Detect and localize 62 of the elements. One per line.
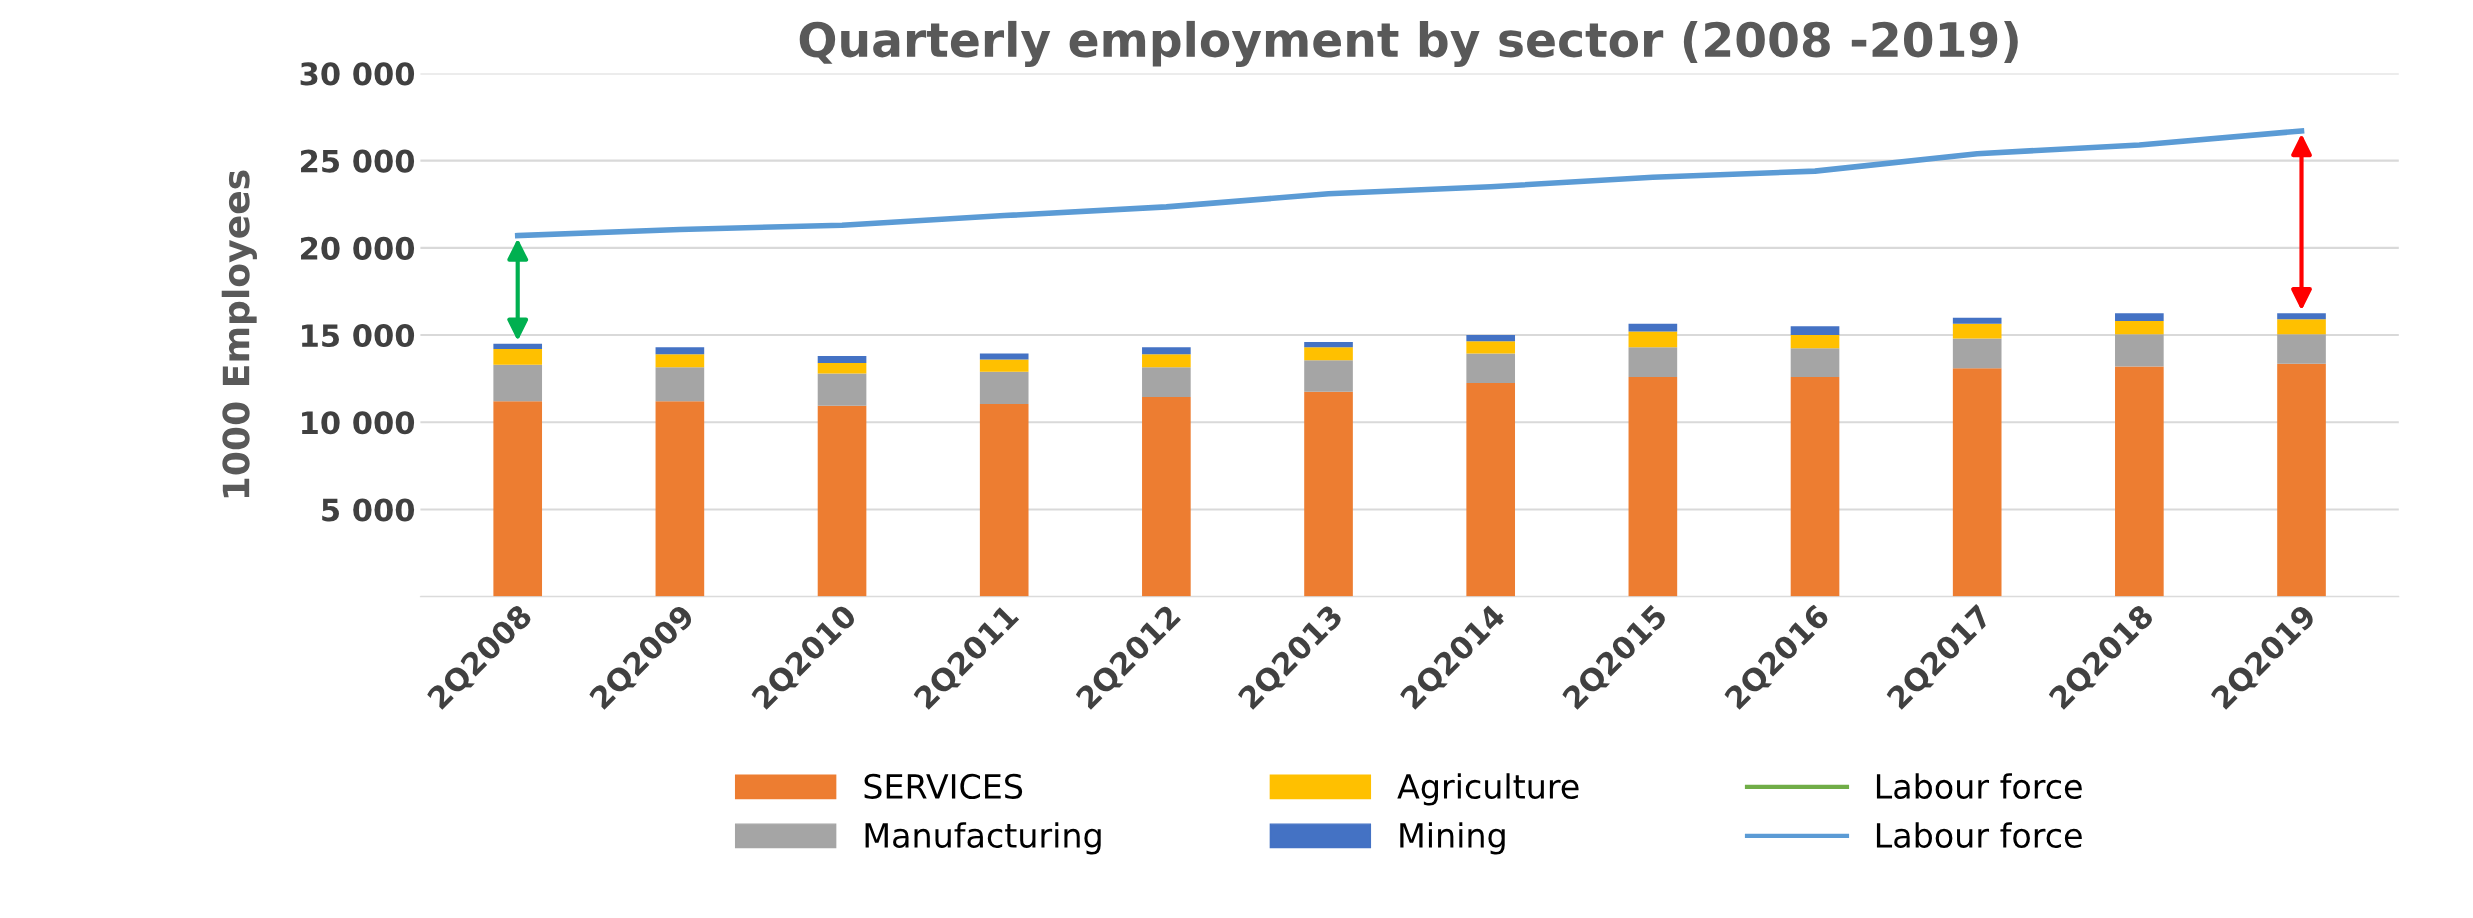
bar	[1628, 347, 1678, 377]
bar	[1790, 326, 1840, 336]
legend-label: Agriculture	[1397, 773, 1579, 806]
bar	[1142, 347, 1191, 355]
y-tick-label: 15 000	[302, 324, 415, 348]
y-tick-label: 20 000	[301, 236, 415, 260]
chart-title: Quarterly employment by sector (2008 -2019)	[799, 20, 2018, 67]
bar	[979, 371, 1029, 404]
bar	[817, 356, 867, 363]
bar	[2277, 334, 2326, 364]
y-axis-title: 1000 Employees	[221, 170, 257, 498]
bar	[493, 349, 543, 365]
bar	[817, 373, 867, 406]
bar	[493, 343, 543, 350]
bar	[1952, 338, 2002, 369]
bar	[655, 354, 705, 368]
bar	[1628, 331, 1678, 348]
bar	[1628, 323, 1678, 332]
bar	[1142, 367, 1191, 397]
bar	[1466, 383, 1516, 597]
bar	[1142, 396, 1191, 597]
bar	[1952, 368, 2002, 597]
bar	[1628, 376, 1678, 597]
bar	[1790, 348, 1840, 377]
bar	[2277, 319, 2326, 335]
bar	[655, 367, 705, 402]
bar	[1952, 323, 2002, 339]
bar	[2115, 321, 2164, 335]
bar	[1790, 335, 1840, 349]
legend-label: Labour force	[1876, 822, 2082, 848]
bar	[1304, 360, 1353, 392]
bar	[817, 405, 867, 597]
bar	[2115, 313, 2164, 322]
bar	[1304, 347, 1353, 361]
bar	[817, 362, 867, 374]
bar	[1142, 354, 1191, 368]
bar	[1952, 317, 2002, 324]
y-tick-label: 10 000	[302, 411, 415, 435]
bar	[979, 403, 1029, 597]
bar	[655, 401, 705, 597]
y-tick-label: 25 000	[301, 149, 415, 173]
bar	[2277, 313, 2326, 320]
legend-label: SERVICES	[864, 773, 1023, 800]
legend-label: Labour force	[1876, 773, 2082, 800]
bar	[979, 359, 1029, 372]
bar	[2277, 363, 2326, 597]
bar	[2115, 366, 2164, 597]
legend-label: Mining	[1400, 822, 1505, 855]
bar	[493, 401, 543, 597]
bar	[1304, 342, 1353, 348]
bar	[655, 347, 705, 355]
bar	[979, 353, 1029, 360]
y-tick-label: 30 000	[300, 62, 415, 86]
bar	[1304, 391, 1353, 597]
bar	[1466, 353, 1516, 384]
bar	[1466, 341, 1516, 354]
legend-label: Manufacturing	[865, 822, 1101, 855]
bar	[1466, 335, 1516, 342]
bar	[1790, 376, 1840, 597]
bar	[493, 364, 543, 402]
bar	[2115, 334, 2164, 367]
y-tick-label: 5 000	[322, 498, 415, 522]
